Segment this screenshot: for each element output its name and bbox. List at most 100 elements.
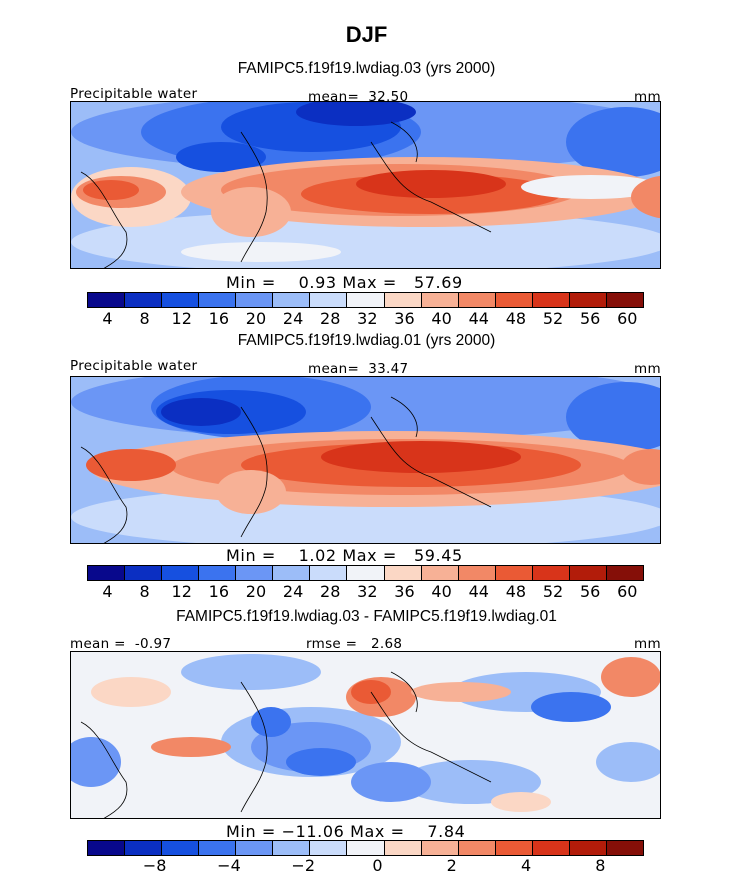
colorbar-tick-label: 12 bbox=[171, 582, 192, 601]
panel2-variable-label: Precipitable water bbox=[70, 358, 198, 374]
colorbar-tick-label: 32 bbox=[357, 309, 378, 328]
colorbar-swatch bbox=[88, 293, 126, 307]
colorbar-tick-label: 4 bbox=[520, 856, 532, 875]
colorbar-swatch bbox=[532, 841, 570, 855]
colorbar-swatch bbox=[458, 293, 496, 307]
panel3-colorbar-ticks: −8 −4 −2 0 2 4 8 bbox=[0, 856, 733, 878]
colorbar-swatch bbox=[273, 841, 311, 855]
colorbar-swatch bbox=[421, 841, 459, 855]
colorbar-tick-label: 8 bbox=[595, 856, 606, 875]
panel3-field bbox=[71, 652, 660, 818]
colorbar-swatch bbox=[273, 293, 311, 307]
panel2-min-max: Min = 1.02 Max = 59.45 bbox=[226, 546, 463, 565]
colorbar-swatch bbox=[236, 293, 274, 307]
colorbar-tick-label: 4 bbox=[102, 309, 113, 328]
colorbar-swatch bbox=[199, 841, 237, 855]
panel3-units-label: mm bbox=[634, 636, 661, 652]
colorbar-swatch bbox=[273, 566, 311, 580]
colorbar-tick-label: 44 bbox=[468, 582, 489, 601]
colorbar-tick-label: 40 bbox=[431, 309, 452, 328]
colorbar-tick-label: 24 bbox=[282, 309, 304, 328]
colorbar-swatch bbox=[162, 841, 200, 855]
colorbar-tick-label: 24 bbox=[282, 582, 304, 601]
colorbar-swatch bbox=[199, 566, 237, 580]
colorbar-tick-label: 56 bbox=[579, 309, 601, 328]
panel2-colorbar-ticks: 4 8 12 16 20 24 28 32 36 40 44 48 52 56 60 bbox=[0, 582, 733, 602]
colorbar-swatch bbox=[606, 841, 643, 855]
panel1-subtitle: FAMIPC5.f19f19.lwdiag.03 (yrs 2000) bbox=[237, 60, 496, 77]
colorbar-swatch bbox=[199, 293, 237, 307]
colorbar-swatch bbox=[310, 293, 348, 307]
colorbar-tick-label: 4 bbox=[102, 582, 113, 601]
colorbar-tick-label: 8 bbox=[139, 582, 150, 601]
colorbar-tick-label: 32 bbox=[357, 582, 378, 601]
colorbar-tick-label: 52 bbox=[542, 582, 564, 601]
figure-title: DJF bbox=[345, 22, 388, 47]
colorbar-swatch bbox=[458, 566, 496, 580]
colorbar-swatch bbox=[495, 841, 533, 855]
colorbar-tick-label: 16 bbox=[208, 582, 229, 601]
panel1-colorbar-ticks: 4 8 12 16 20 24 28 32 36 40 44 48 52 56 60 bbox=[0, 309, 733, 329]
colorbar-tick-label: 8 bbox=[139, 309, 150, 328]
panel1-min-max: Min = 0.93 Max = 57.69 bbox=[226, 273, 463, 292]
colorbar-tick-label: 36 bbox=[394, 582, 415, 601]
panel2-mean-label: mean= 33.47 bbox=[308, 361, 409, 377]
panel3-mean-label: mean = -0.97 bbox=[70, 636, 172, 652]
colorbar-tick-label: 40 bbox=[431, 582, 452, 601]
colorbar-swatch bbox=[384, 841, 422, 855]
colorbar-tick-label: −2 bbox=[291, 856, 316, 875]
panel1-colorbar bbox=[87, 292, 644, 308]
panel3-rmse-label: rmse = 2.68 bbox=[306, 636, 403, 652]
colorbar-swatch bbox=[88, 566, 126, 580]
colorbar-swatch bbox=[236, 566, 274, 580]
colorbar-tick-label: 2 bbox=[446, 856, 457, 875]
colorbar-tick-label: 12 bbox=[171, 309, 192, 328]
panel2-units-label: mm bbox=[634, 361, 661, 377]
colorbar-swatch bbox=[606, 566, 643, 580]
colorbar-swatch bbox=[125, 566, 163, 580]
colorbar-swatch bbox=[495, 566, 533, 580]
colorbar-swatch bbox=[532, 293, 570, 307]
colorbar-swatch bbox=[532, 566, 570, 580]
colorbar-swatch bbox=[569, 293, 607, 307]
colorbar-tick-label: 56 bbox=[579, 582, 601, 601]
colorbar-tick-label: −8 bbox=[142, 856, 167, 875]
colorbar-swatch bbox=[347, 841, 385, 855]
colorbar-swatch bbox=[421, 293, 459, 307]
panel1-variable-label: Precipitable water bbox=[70, 86, 198, 102]
colorbar-tick-label: 20 bbox=[245, 309, 267, 328]
colorbar-swatch bbox=[606, 293, 643, 307]
panel1-map bbox=[70, 101, 661, 269]
panel2-colorbar bbox=[87, 565, 644, 581]
colorbar-swatch bbox=[347, 566, 385, 580]
colorbar-swatch bbox=[310, 841, 348, 855]
colorbar-tick-label: 0 bbox=[372, 856, 383, 875]
colorbar-swatch bbox=[458, 841, 496, 855]
panel2-field bbox=[71, 377, 660, 543]
colorbar-swatch bbox=[162, 293, 200, 307]
colorbar-swatch bbox=[162, 566, 200, 580]
colorbar-tick-label: 48 bbox=[505, 582, 527, 601]
colorbar-swatch bbox=[125, 841, 163, 855]
colorbar-tick-label: 16 bbox=[208, 309, 229, 328]
colorbar-swatch bbox=[384, 293, 422, 307]
colorbar-tick-label: 28 bbox=[320, 309, 341, 328]
panel2-subtitle: FAMIPC5.f19f19.lwdiag.01 (yrs 2000) bbox=[237, 332, 496, 349]
colorbar-tick-label: −4 bbox=[217, 856, 241, 875]
panel2-map bbox=[70, 376, 661, 544]
colorbar-swatch bbox=[569, 841, 607, 855]
colorbar-tick-label: 48 bbox=[505, 309, 527, 328]
panel1-field bbox=[71, 102, 660, 268]
colorbar-swatch bbox=[384, 566, 422, 580]
panel3-min-max: Min = −11.06 Max = 7.84 bbox=[226, 822, 466, 841]
colorbar-swatch bbox=[310, 566, 348, 580]
colorbar-swatch bbox=[88, 841, 126, 855]
colorbar-swatch bbox=[347, 293, 385, 307]
colorbar-tick-label: 36 bbox=[394, 309, 415, 328]
colorbar-tick-label: 44 bbox=[468, 309, 489, 328]
colorbar-swatch bbox=[569, 566, 607, 580]
colorbar-tick-label: 20 bbox=[245, 582, 267, 601]
colorbar-swatch bbox=[125, 293, 163, 307]
colorbar-tick-label: 28 bbox=[320, 582, 341, 601]
panel3-map bbox=[70, 651, 661, 819]
